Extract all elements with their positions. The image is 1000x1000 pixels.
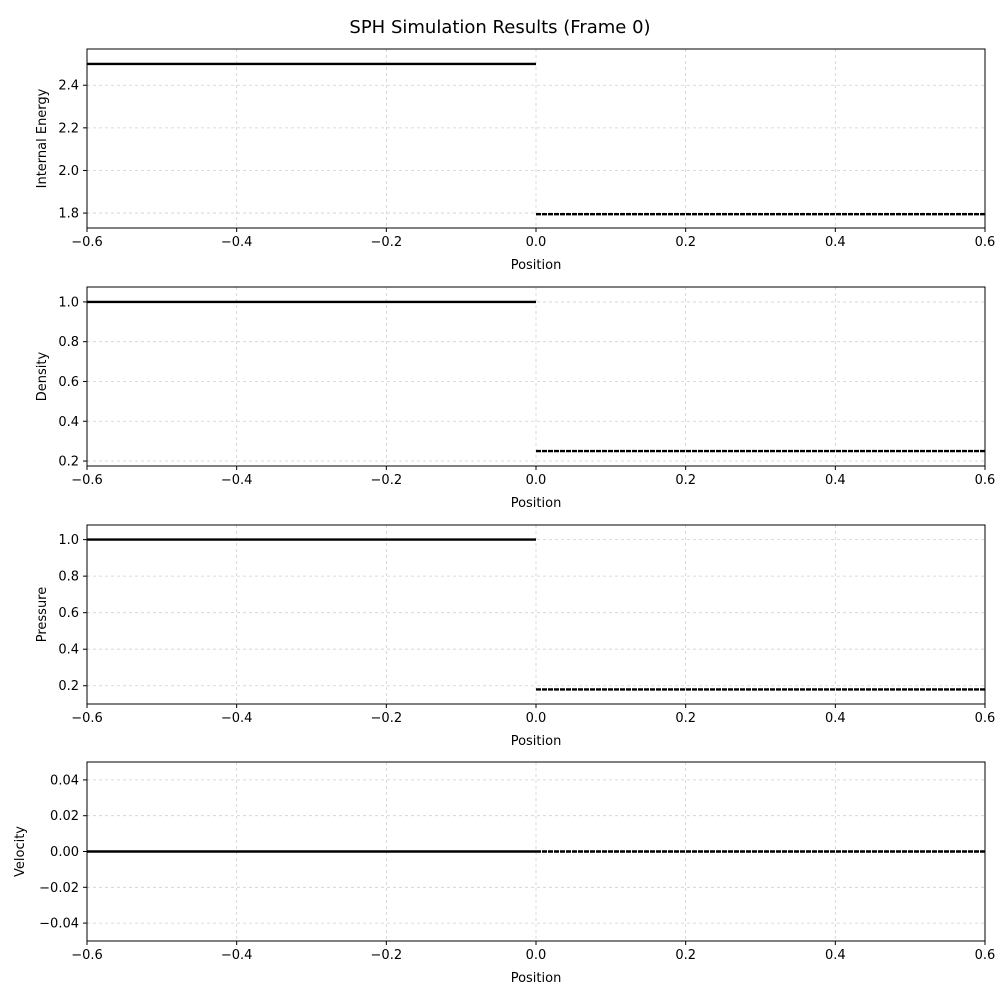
y-tick-label: 0.6 — [58, 375, 79, 390]
y-tick-label: 2.0 — [58, 164, 79, 179]
y-tick-label: 0.4 — [58, 415, 79, 430]
x-tick-label: 0.6 — [975, 711, 996, 726]
y-tick-label: 1.0 — [58, 295, 79, 310]
x-tick-label: 0.4 — [825, 235, 846, 250]
x-tick-label: −0.6 — [71, 948, 103, 963]
y-tick-label: 0.2 — [58, 679, 79, 694]
y-tick-label: 1.0 — [58, 533, 79, 548]
x-tick-label: −0.2 — [371, 235, 403, 250]
subplot-2: −0.6 −0.4 −0.2 0.0 0.2 0.4 0.6 0.2 0.4 0.6 0.8 1.0 P… — [35, 286, 996, 511]
x-tick-label: 0.6 — [975, 235, 996, 250]
y-tick-label: 0.8 — [58, 335, 79, 350]
x-tick-label: −0.4 — [221, 948, 253, 963]
y-tick-label: 0.02 — [50, 809, 79, 824]
y-axis-label: Pressure — [35, 587, 50, 643]
y-axis-label: Velocity — [13, 826, 28, 877]
x-tick-label: −0.6 — [71, 235, 103, 250]
y-tick-label: −0.02 — [39, 881, 79, 896]
x-axis-label: Position — [511, 734, 562, 749]
figure-title: SPH Simulation Results (Frame 0) — [349, 17, 651, 38]
x-axis-label: Position — [511, 258, 562, 273]
x-axis-label: Position — [511, 971, 562, 986]
x-tick-label: 0.0 — [526, 235, 547, 250]
subplot-1: −0.6 −0.4 −0.2 0.0 0.2 0.4 0.6 1.8 2.0 2.2 2.4 Posi… — [35, 48, 996, 273]
x-tick-label: 0.2 — [675, 711, 696, 726]
y-tick-label: 2.2 — [58, 121, 79, 136]
x-tick-label: 0.4 — [825, 711, 846, 726]
x-tick-label: −0.6 — [71, 473, 103, 488]
x-tick-label: 0.0 — [526, 711, 547, 726]
y-axis-label: Density — [35, 351, 50, 401]
x-tick-label: −0.4 — [221, 711, 253, 726]
x-tick-label: 0.2 — [675, 948, 696, 963]
y-tick-label: 0.6 — [58, 606, 79, 621]
x-tick-label: −0.2 — [371, 711, 403, 726]
y-axis-label: Internal Energy — [35, 88, 50, 188]
y-tick-label: 0.8 — [58, 570, 79, 585]
x-tick-label: 0.0 — [526, 948, 547, 963]
x-tick-label: 0.4 — [825, 948, 846, 963]
x-tick-label: 0.4 — [825, 473, 846, 488]
y-tick-label: 0.2 — [58, 455, 79, 470]
x-tick-label: −0.6 — [71, 711, 103, 726]
x-axis-label: Position — [511, 496, 562, 511]
x-tick-label: −0.4 — [221, 473, 253, 488]
x-tick-label: 0.6 — [975, 948, 996, 963]
x-tick-label: −0.2 — [371, 948, 403, 963]
x-tick-label: −0.2 — [371, 473, 403, 488]
y-tick-label: 2.4 — [58, 79, 79, 94]
subplot-3: −0.6 −0.4 −0.2 0.0 0.2 0.4 0.6 0.2 0.4 0.6 0.8 1.0 P… — [35, 524, 996, 749]
y-tick-label: −0.04 — [39, 917, 79, 932]
y-tick-label: 0.4 — [58, 643, 79, 658]
x-tick-label: −0.4 — [221, 235, 253, 250]
y-tick-label: 0.00 — [50, 845, 79, 860]
x-tick-label: 0.2 — [675, 473, 696, 488]
x-tick-label: 0.2 — [675, 235, 696, 250]
x-tick-label: 0.6 — [975, 473, 996, 488]
subplot-4: −0.6 −0.4 −0.2 0.0 0.2 0.4 0.6 −0.04 −0.02 0.00 0.… — [13, 761, 996, 986]
y-tick-label: 0.04 — [50, 773, 79, 788]
x-tick-label: 0.0 — [526, 473, 547, 488]
y-tick-label: 1.8 — [58, 207, 79, 222]
